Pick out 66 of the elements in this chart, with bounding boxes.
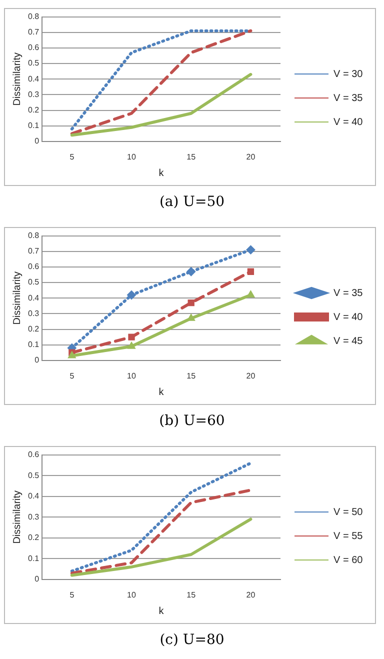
x-tick-label: 15 <box>186 152 196 162</box>
x-tick-label: 15 <box>186 371 196 380</box>
y-tick-label: 0.6 <box>28 43 40 52</box>
point <box>128 342 136 349</box>
y-tick-label: 0.8 <box>28 12 40 22</box>
y-axis-title: Dissimilarity <box>12 490 23 544</box>
y-tick-label: 0.2 <box>28 324 40 334</box>
line-series <box>70 488 252 575</box>
point <box>127 290 136 300</box>
y-axis-title: Dissimilarity <box>12 52 23 106</box>
y-tick-label: 0.4 <box>28 293 40 302</box>
x-axis-title: k <box>158 168 165 179</box>
line-series <box>70 462 252 573</box>
x-tick-label: 5 <box>70 590 75 600</box>
x-axis-title: k <box>158 606 165 617</box>
y-tick-label: 0.1 <box>28 554 40 563</box>
legend-label: V = 40 <box>334 116 364 128</box>
y-tick-label: 0.7 <box>28 246 40 256</box>
x-tick-label: 15 <box>186 590 196 600</box>
x-tick-label: 20 <box>246 152 256 162</box>
legend-label: V = 35 <box>334 288 364 299</box>
y-tick-label: 0 <box>34 136 40 146</box>
y-tick-label: 0.3 <box>28 512 40 522</box>
text: (c) U=80 <box>158 632 226 648</box>
y-tick-label: 0.5 <box>28 58 40 68</box>
y-tick-label: 0.8 <box>28 231 40 240</box>
point <box>186 267 196 276</box>
legend-label: V = 60 <box>334 554 364 566</box>
legend-label: V = 50 <box>334 506 364 518</box>
point <box>247 268 254 275</box>
y-tick-label: 0.6 <box>28 262 40 272</box>
y-axis-title: Dissimilarity <box>12 271 23 325</box>
y-tick-label: 0 <box>34 574 40 584</box>
legend-label: V = 55 <box>334 530 364 542</box>
y-tick-label: 0.3 <box>28 308 40 318</box>
legend-label: V = 30 <box>334 68 364 80</box>
x-axis-title: k <box>158 386 165 398</box>
point <box>246 245 256 254</box>
y-tick-label: 0.1 <box>28 121 40 130</box>
x-tick-label: 5 <box>70 152 75 162</box>
point <box>68 351 76 358</box>
x-tick-label: 10 <box>127 590 137 600</box>
point <box>187 314 196 321</box>
y-tick-label: 0.6 <box>28 450 40 460</box>
y-tick-label: 0.1 <box>28 340 40 350</box>
y-tick-label: 0.5 <box>28 470 40 480</box>
y-tick-label: 0 <box>34 356 40 365</box>
point <box>128 334 135 340</box>
y-tick-label: 0.4 <box>28 74 40 84</box>
legend-label: V = 35 <box>334 92 364 104</box>
x-tick-label: 20 <box>246 590 256 600</box>
x-tick-label: 10 <box>127 371 137 380</box>
legend-label: V = 40 <box>334 312 364 323</box>
text: (b) U=60 <box>158 413 226 429</box>
y-tick-label: 0.4 <box>28 492 40 501</box>
point <box>188 299 194 306</box>
x-tick-label: 5 <box>70 371 75 380</box>
legend-label: V = 45 <box>334 336 364 347</box>
y-tick-label: 0.5 <box>28 278 40 287</box>
x-tick-label: 10 <box>127 152 137 162</box>
y-tick-label: 0.2 <box>28 533 40 542</box>
text: (a) U=50 <box>158 194 226 210</box>
y-tick-label: 0.7 <box>28 28 40 37</box>
x-tick-label: 20 <box>246 371 256 380</box>
y-tick-label: 0.3 <box>28 90 40 99</box>
y-tick-label: 0.2 <box>28 105 40 114</box>
